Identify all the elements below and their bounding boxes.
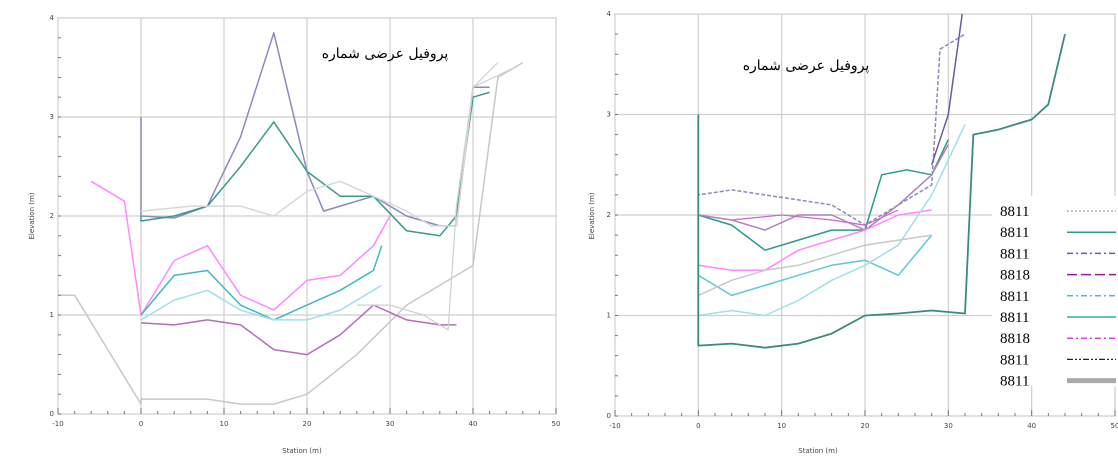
chart-title: پروفیل عرضی شماره	[743, 58, 870, 74]
legend-label: 8811	[1000, 204, 1029, 220]
left-chart: -10 0 10 20 30 40 50 0 1 2 3 4 پروفیل عرضی شماره St…	[28, 14, 561, 455]
series-line-10	[697, 33, 1066, 349]
legend-label: 8811	[1000, 352, 1029, 368]
legend-label: 8811	[1000, 310, 1029, 326]
x-tick-label: 20	[861, 422, 870, 430]
x-axis-label: Station (m)	[798, 447, 838, 455]
series-line-7	[140, 284, 383, 321]
y-tick-label: 1	[607, 312, 611, 320]
legend-background	[992, 196, 1118, 386]
y-axis-label: Elevation (m)	[588, 192, 596, 239]
legend-label: 8818	[1000, 331, 1030, 347]
x-tick-label: 40	[469, 420, 478, 428]
series-layer	[697, 14, 1066, 349]
legend-label: 8811	[1000, 246, 1029, 262]
series-line-6	[140, 245, 383, 321]
y-tick-label: 4	[607, 10, 612, 18]
x-tick-label: -10	[609, 422, 620, 430]
series-line-6	[731, 209, 899, 226]
y-tick-label: 3	[607, 111, 611, 119]
y-tick-label: 2	[50, 212, 54, 220]
tick-layer: -10 0 10 20 30 40 50 0 1 2 3 4	[607, 10, 1118, 430]
right-chart: -10 0 10 20 30 40 50 0 1 2 3 4 پروفیل عرضی شماره St…	[588, 10, 1118, 455]
x-axis-label: Station (m)	[282, 447, 322, 455]
series-line-3	[140, 91, 490, 237]
legend-label: 8811	[1000, 225, 1029, 241]
x-tick-label: 0	[696, 422, 700, 430]
y-tick-label: 2	[607, 211, 611, 219]
legend-label: 8811	[1000, 374, 1029, 390]
series-line-5	[90, 180, 391, 316]
series-layer	[58, 32, 524, 405]
x-tick-label: 10	[777, 422, 786, 430]
y-tick-label: 0	[607, 412, 611, 420]
x-tick-label: -10	[52, 420, 63, 428]
legend: 8811 8811 8811 8818 8811 8811 8818 8811 8811	[992, 196, 1118, 390]
chart-title: پروفیل عرضی شماره	[322, 46, 449, 62]
legend-label: 8811	[1000, 289, 1029, 305]
series-line-7	[697, 234, 933, 297]
series-line-9	[356, 66, 515, 331]
grid	[57, 17, 557, 415]
series-line-1	[697, 33, 966, 226]
legend-label: 8818	[1000, 268, 1030, 284]
x-tick-label: 30	[386, 420, 395, 428]
tick-layer: -10 0 10 20 30 40 50 0 1 2 3 4	[50, 14, 561, 428]
series-line-4	[140, 62, 499, 227]
series-line-3	[698, 139, 949, 251]
y-tick-label: 3	[50, 113, 54, 121]
x-tick-label: 40	[1027, 422, 1036, 430]
x-tick-label: 10	[220, 420, 229, 428]
series-line-8	[698, 124, 966, 317]
series-line-1	[58, 61, 524, 405]
y-tick-label: 1	[50, 311, 54, 319]
x-tick-label: 0	[139, 420, 143, 428]
y-tick-label: 4	[50, 14, 55, 22]
x-tick-label: 50	[552, 420, 561, 428]
series-line-9	[697, 234, 932, 297]
x-tick-label: 20	[303, 420, 312, 428]
y-axis-label: Elevation (m)	[28, 192, 36, 239]
series-line-8	[140, 304, 457, 356]
y-tick-label: 0	[50, 410, 54, 418]
x-tick-label: 50	[1111, 422, 1118, 430]
x-tick-label: 30	[944, 422, 953, 430]
series-line-2	[930, 14, 963, 166]
series-line-5	[698, 209, 932, 272]
series-line-4	[698, 144, 949, 231]
